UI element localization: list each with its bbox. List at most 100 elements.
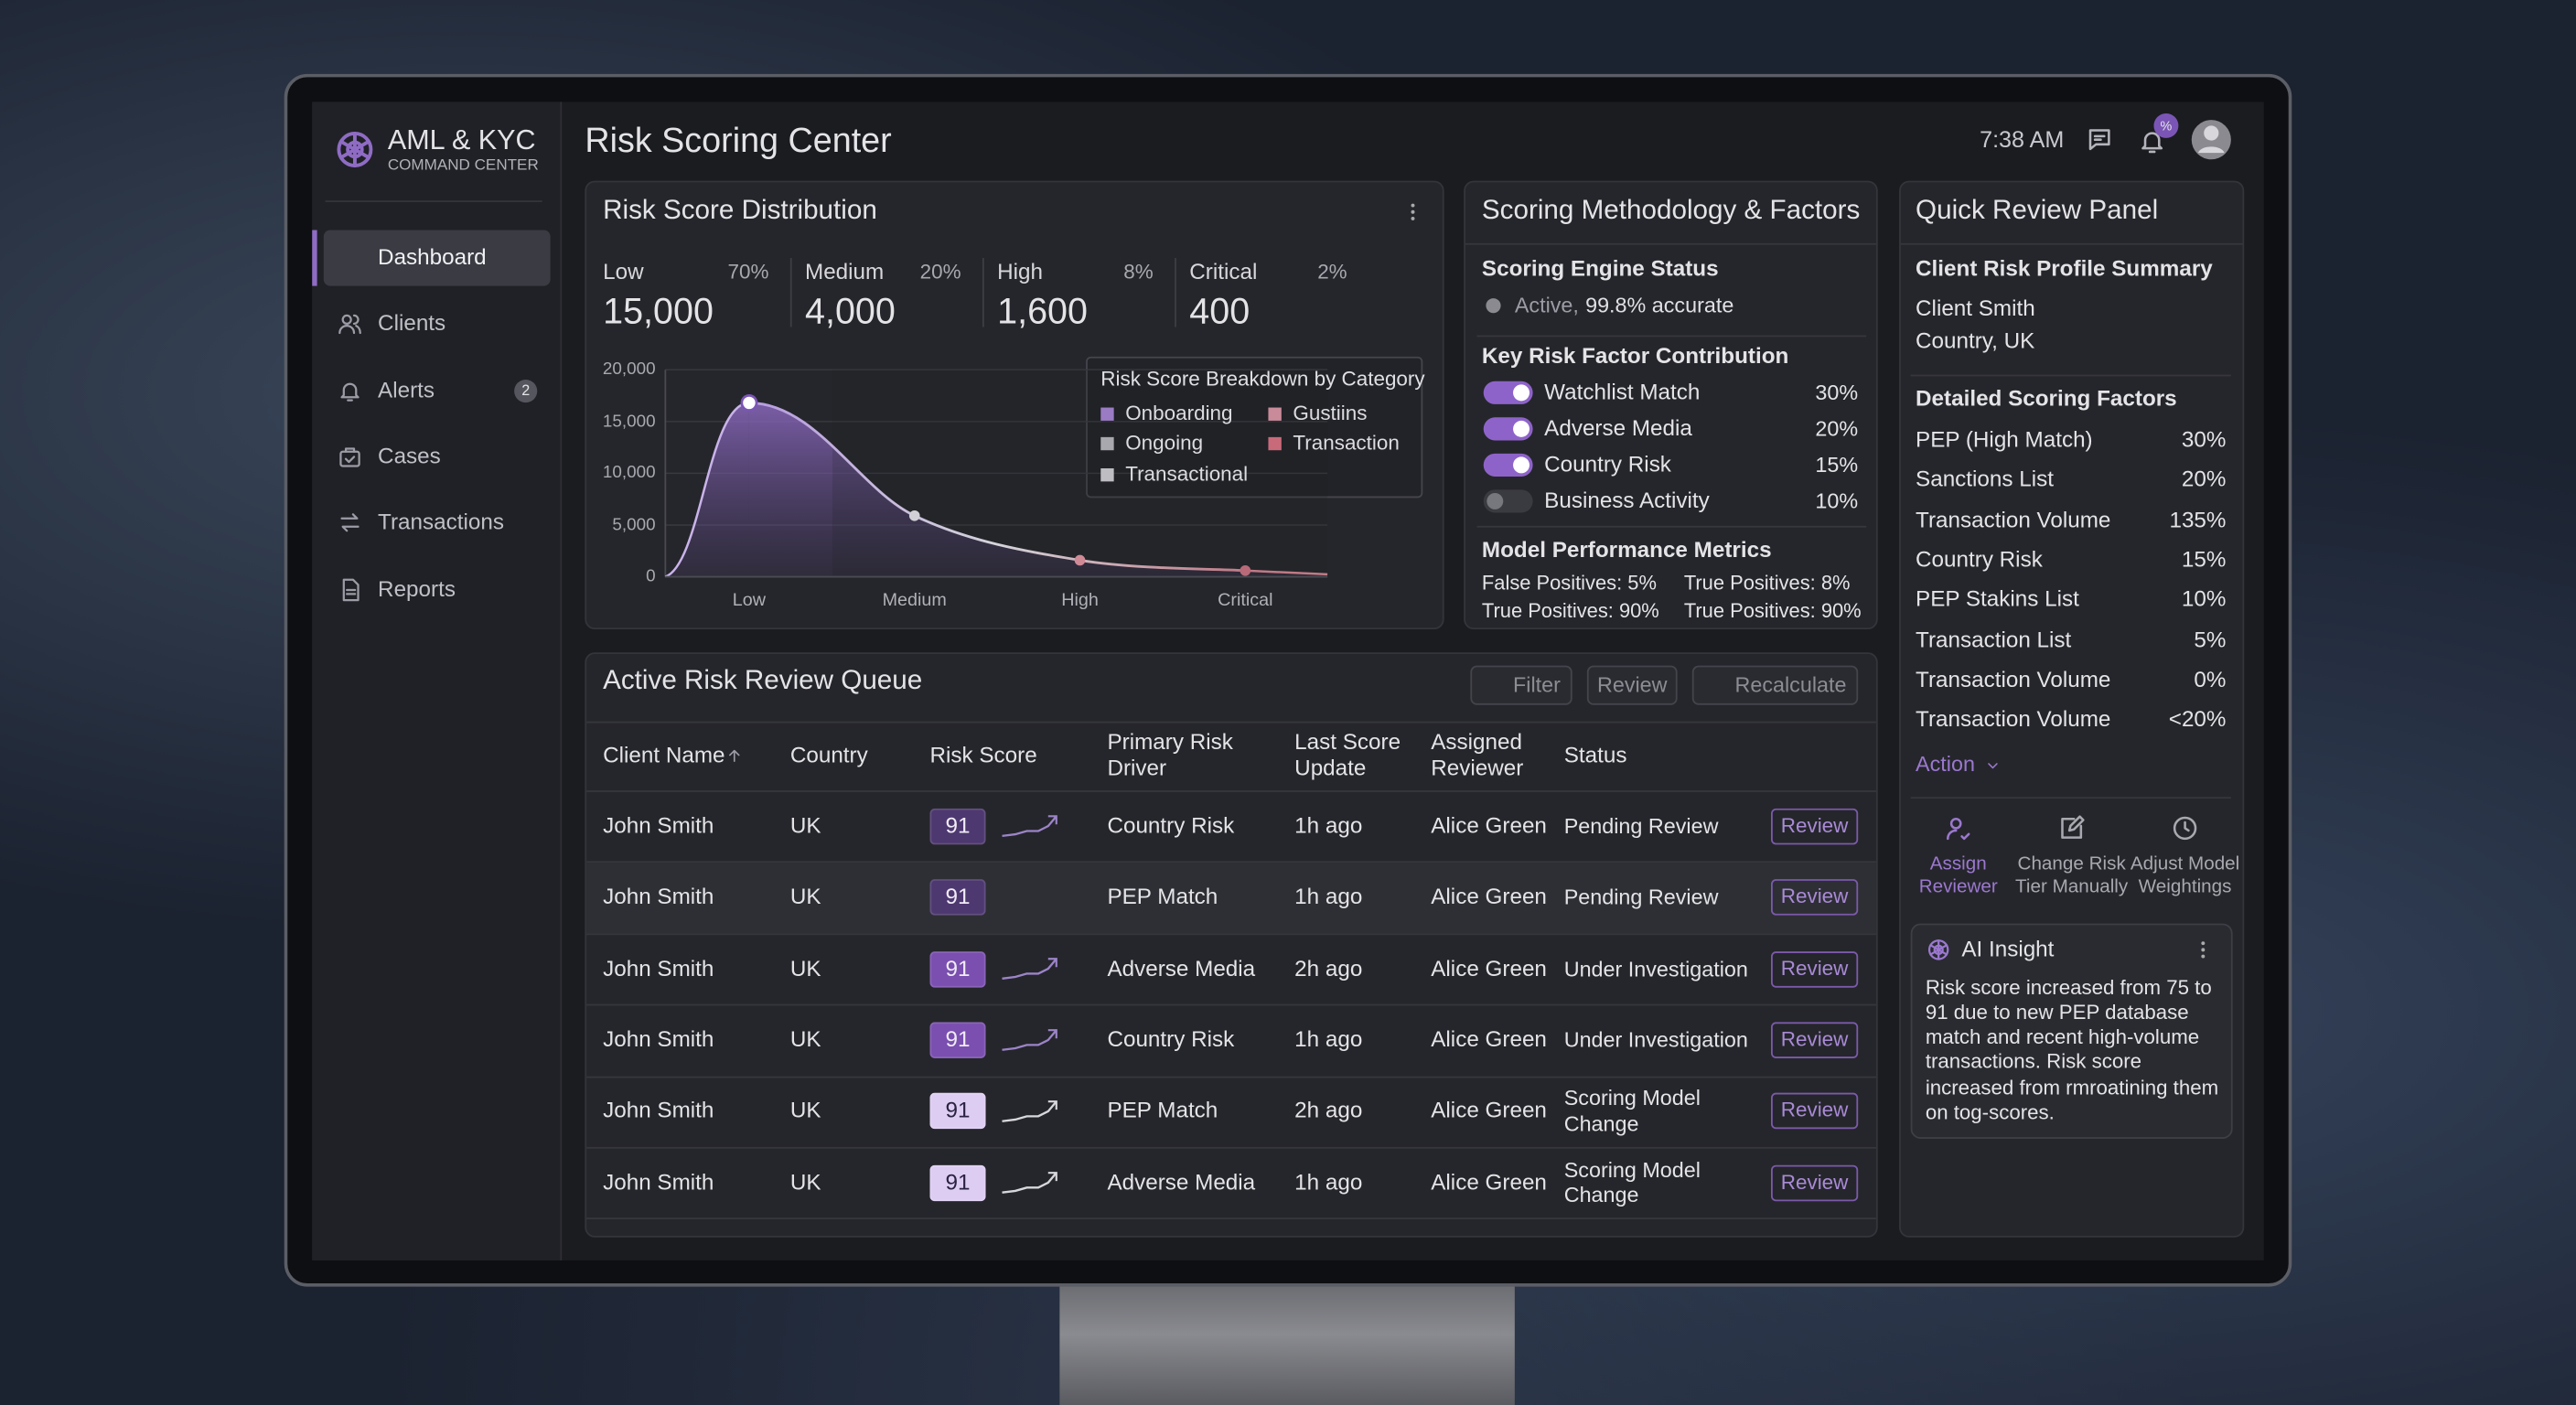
- review-button-label[interactable]: Review: [1780, 956, 1849, 980]
- action-button[interactable]: Assign Reviewer: [1918, 854, 1998, 897]
- tile-share: 8%: [1123, 260, 1154, 284]
- factor-value: <20%: [2168, 706, 2227, 732]
- toolbar-button-label[interactable]: Filter: [1513, 672, 1561, 698]
- row-divider: [586, 1217, 1876, 1220]
- review-button[interactable]: [1771, 950, 1859, 987]
- review-button[interactable]: [1771, 879, 1859, 916]
- app-logo: [337, 132, 373, 167]
- cell-country: UK: [789, 1026, 821, 1052]
- nav-label[interactable]: Transactions: [378, 509, 504, 534]
- sparkline: [1002, 1100, 1057, 1122]
- tile-separator: [982, 258, 984, 327]
- clock-time: 7:38 AM: [1980, 125, 2065, 153]
- review-button[interactable]: [1771, 808, 1859, 844]
- icon-part: [1947, 829, 1958, 841]
- review-button[interactable]: [1771, 1022, 1859, 1058]
- icon-part: [339, 450, 360, 467]
- profile-location: Country, UK: [1916, 328, 2035, 354]
- icon-part: [1960, 832, 1970, 841]
- legend-title: Risk Score Breakdown by Category: [1100, 367, 1425, 391]
- cell-updated: 1h ago: [1294, 1026, 1363, 1052]
- cell-status: Under Investigation: [1563, 1026, 1748, 1052]
- toolbar-button[interactable]: [1586, 665, 1678, 705]
- nav-label[interactable]: Cases: [378, 443, 441, 468]
- review-button[interactable]: [1771, 1164, 1859, 1201]
- metric: True Positives: 90%: [1481, 599, 1659, 623]
- divider: [586, 721, 1876, 724]
- cell-reviewer: Alice Green: [1431, 955, 1547, 981]
- line-lead-in: [664, 402, 750, 578]
- notifications-icon: [2141, 132, 2163, 154]
- toolbar-button-label[interactable]: Recalculate: [1734, 672, 1847, 698]
- page-title: Risk Scoring Center: [585, 122, 892, 160]
- nav-active-bar: [312, 230, 317, 286]
- review-button[interactable]: [1771, 1093, 1859, 1130]
- factor-value: 135%: [2169, 507, 2227, 532]
- cell-client: John Smith: [603, 884, 714, 909]
- y-tick-label: 15,000: [602, 411, 656, 432]
- review-button-label[interactable]: Review: [1780, 885, 1849, 908]
- factor-label: PEP Stakins List: [1916, 586, 2079, 612]
- section-heading: Model Performance Metrics: [1481, 537, 1772, 563]
- divider: [1465, 242, 1876, 245]
- y-tick-label: 10,000: [602, 463, 656, 483]
- y-tick-label: 0: [646, 566, 656, 586]
- cell-driver: Country Risk: [1107, 1026, 1235, 1052]
- legend-label: Transactional: [1125, 461, 1249, 486]
- nav-label[interactable]: Reports: [378, 576, 456, 602]
- nav-item-active[interactable]: [323, 230, 551, 286]
- cell-updated: 1h ago: [1294, 1169, 1363, 1195]
- score-badge: [929, 1093, 986, 1130]
- icon-part: [2141, 132, 2163, 150]
- legend-box: [1086, 356, 1423, 499]
- cell-score: 91: [945, 1098, 971, 1123]
- toolbar-button[interactable]: [1691, 665, 1859, 705]
- tile-label: Critical: [1189, 259, 1258, 284]
- cell-driver: Adverse Media: [1107, 955, 1256, 981]
- icon-part: [338, 132, 371, 167]
- cell-status: Under Investigation: [1563, 956, 1748, 981]
- cell-updated: 2h ago: [1294, 955, 1363, 981]
- row-highlight: [586, 863, 1876, 934]
- section-heading: Scoring Engine Status: [1481, 256, 1719, 282]
- icon-part: [2067, 815, 2085, 832]
- insight-box: [1910, 923, 2233, 1139]
- icon-part: [2184, 820, 2190, 832]
- factor-value: 20%: [2181, 467, 2227, 492]
- icon-part: [1988, 763, 1998, 769]
- cell-driver: PEP Match: [1107, 884, 1218, 909]
- action-button[interactable]: Adjust Model Weightings: [2130, 854, 2240, 897]
- review-button-label[interactable]: Review: [1780, 1170, 1849, 1194]
- cell-status: Pending Review: [1563, 885, 1719, 909]
- action-dropdown[interactable]: Action: [1916, 751, 1975, 777]
- review-button-label[interactable]: Review: [1780, 813, 1849, 837]
- icon-part: [2061, 817, 2083, 839]
- action-icon: [2061, 815, 2085, 839]
- toolbar-button[interactable]: [1470, 665, 1572, 705]
- nav-label[interactable]: Clients: [378, 310, 446, 336]
- nav-icon: [340, 382, 360, 402]
- review-button-label[interactable]: Review: [1780, 1027, 1849, 1051]
- factor-label: Country Risk: [1916, 546, 2043, 572]
- queue-card: [585, 652, 1878, 1238]
- icon-part: [2173, 816, 2197, 841]
- y-tick-label: 20,000: [602, 359, 656, 380]
- icon-part: [1933, 944, 1944, 955]
- cell-driver: PEP Match: [1107, 1098, 1218, 1123]
- nav-label[interactable]: Alerts: [378, 378, 435, 402]
- toolbar-button-label[interactable]: Review: [1596, 672, 1668, 698]
- toggle-knob: [1513, 420, 1530, 437]
- cell-score: 91: [945, 884, 971, 909]
- nav-label[interactable]: Dashboard: [378, 244, 487, 270]
- area-shade: [832, 370, 1328, 577]
- action-button[interactable]: Change Risk Tier Manually: [2015, 854, 2129, 897]
- x-tick-label: Low: [732, 590, 767, 611]
- metric: True Positives: 8%: [1683, 571, 1851, 595]
- review-button-label[interactable]: Review: [1780, 1099, 1849, 1122]
- nav-icon: [338, 314, 361, 335]
- cell-status: Scoring Model Change: [1563, 1156, 1701, 1207]
- sparkline-arrow: [1047, 1029, 1057, 1039]
- cell-country: UK: [789, 1098, 821, 1123]
- score-badge: [929, 1022, 986, 1058]
